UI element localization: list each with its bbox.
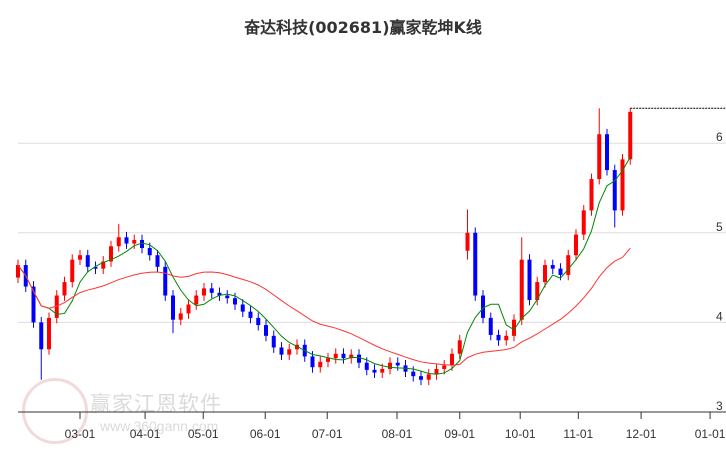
candle-body xyxy=(488,317,493,335)
candle-body xyxy=(271,335,276,348)
candle-body xyxy=(550,265,555,269)
candle-body xyxy=(473,232,478,296)
candle-body xyxy=(279,347,284,355)
candle-body xyxy=(256,317,261,326)
candle-body xyxy=(558,268,563,275)
candle-body xyxy=(504,335,509,341)
candle-body xyxy=(605,134,609,171)
candle-body xyxy=(93,266,98,269)
candle-body xyxy=(70,259,75,283)
candle-body xyxy=(163,266,168,296)
x-tick-label: 05-01 xyxy=(188,427,219,441)
candle-body xyxy=(411,371,416,377)
candle-body xyxy=(264,325,268,336)
candle-body xyxy=(620,159,625,211)
candle-body xyxy=(295,344,299,350)
candle-body xyxy=(78,255,82,260)
candle-body xyxy=(62,282,67,296)
candle-body xyxy=(54,295,59,318)
ma-long-line xyxy=(17,247,631,366)
candle-body xyxy=(101,261,106,269)
y-tick-label: 3 xyxy=(716,399,723,413)
candle-body xyxy=(395,362,400,366)
x-tick-label: 10-01 xyxy=(505,427,536,441)
candle-body xyxy=(457,340,462,354)
watermark-seal xyxy=(22,378,88,444)
chart-title: 奋达科技(002681)赢家乾坤K线 xyxy=(244,18,482,37)
candle-body xyxy=(597,134,602,180)
x-tick-label: 12-01 xyxy=(626,427,657,441)
candle-body xyxy=(496,334,501,341)
watermark-url: www.360gann.com xyxy=(100,418,219,434)
candle-body xyxy=(47,317,51,350)
x-tick-label: 01-01 xyxy=(695,427,726,441)
candle-body xyxy=(581,210,586,235)
candle-body xyxy=(372,369,377,373)
candle-body xyxy=(357,354,361,363)
x-tick-label: 06-01 xyxy=(250,427,281,441)
x-tick-label: 08-01 xyxy=(382,427,413,441)
candle-body xyxy=(326,358,330,362)
candle-body xyxy=(574,234,578,256)
candle-body xyxy=(109,246,113,262)
candle-body xyxy=(612,170,617,211)
candle-body xyxy=(481,295,485,318)
candle-body xyxy=(589,179,594,211)
x-tick-label: 07-01 xyxy=(312,427,343,441)
y-tick-label: 4 xyxy=(716,309,723,323)
y-tick-label: 5 xyxy=(716,220,723,234)
y-tick-label: 6 xyxy=(716,130,723,144)
candle-body xyxy=(543,265,547,283)
candle-body xyxy=(225,295,230,299)
x-tick-label: 03-01 xyxy=(65,427,96,441)
candle-body xyxy=(535,282,540,300)
x-tick-label: 11-01 xyxy=(563,427,593,441)
candle-body xyxy=(419,376,423,380)
candle-body xyxy=(465,232,470,251)
candle-body xyxy=(450,353,454,366)
candle-body xyxy=(217,292,222,296)
candle-body xyxy=(132,239,137,244)
candle-body xyxy=(287,349,292,355)
candle-body xyxy=(566,255,571,275)
candle-body xyxy=(434,368,439,375)
candle-body xyxy=(388,362,392,369)
candle-body xyxy=(527,259,532,300)
candle-body xyxy=(519,259,524,320)
candle-body xyxy=(240,304,245,312)
candle-body xyxy=(333,353,338,359)
candle-body xyxy=(628,111,633,160)
candle-body xyxy=(248,311,253,318)
candle-body xyxy=(85,255,90,267)
ma-short-line xyxy=(17,156,631,375)
candle-body xyxy=(512,319,516,336)
candle-body xyxy=(194,295,199,305)
candle-body xyxy=(442,365,447,369)
candle-body xyxy=(171,295,175,320)
candle-body xyxy=(147,248,152,256)
candle-body xyxy=(186,304,191,314)
candle-body xyxy=(310,356,315,368)
x-tick-label: 09-01 xyxy=(444,427,475,441)
candle-body xyxy=(209,288,214,293)
candle-body xyxy=(178,313,183,320)
candle-body xyxy=(233,298,237,305)
candle-body xyxy=(140,239,144,249)
candle-body xyxy=(39,322,44,350)
candle-body xyxy=(31,286,36,323)
candle-body xyxy=(116,237,121,247)
candle-body xyxy=(426,374,431,380)
candle-body xyxy=(318,361,323,368)
candle-body xyxy=(349,354,354,359)
candle-body xyxy=(364,362,369,370)
candle-body xyxy=(202,288,206,296)
x-tick-label: 04-01 xyxy=(130,427,161,441)
candle-body xyxy=(124,237,129,244)
candle-body xyxy=(341,353,346,359)
candle-body xyxy=(380,368,385,373)
candle-body xyxy=(16,265,20,278)
candle-body xyxy=(155,255,160,267)
